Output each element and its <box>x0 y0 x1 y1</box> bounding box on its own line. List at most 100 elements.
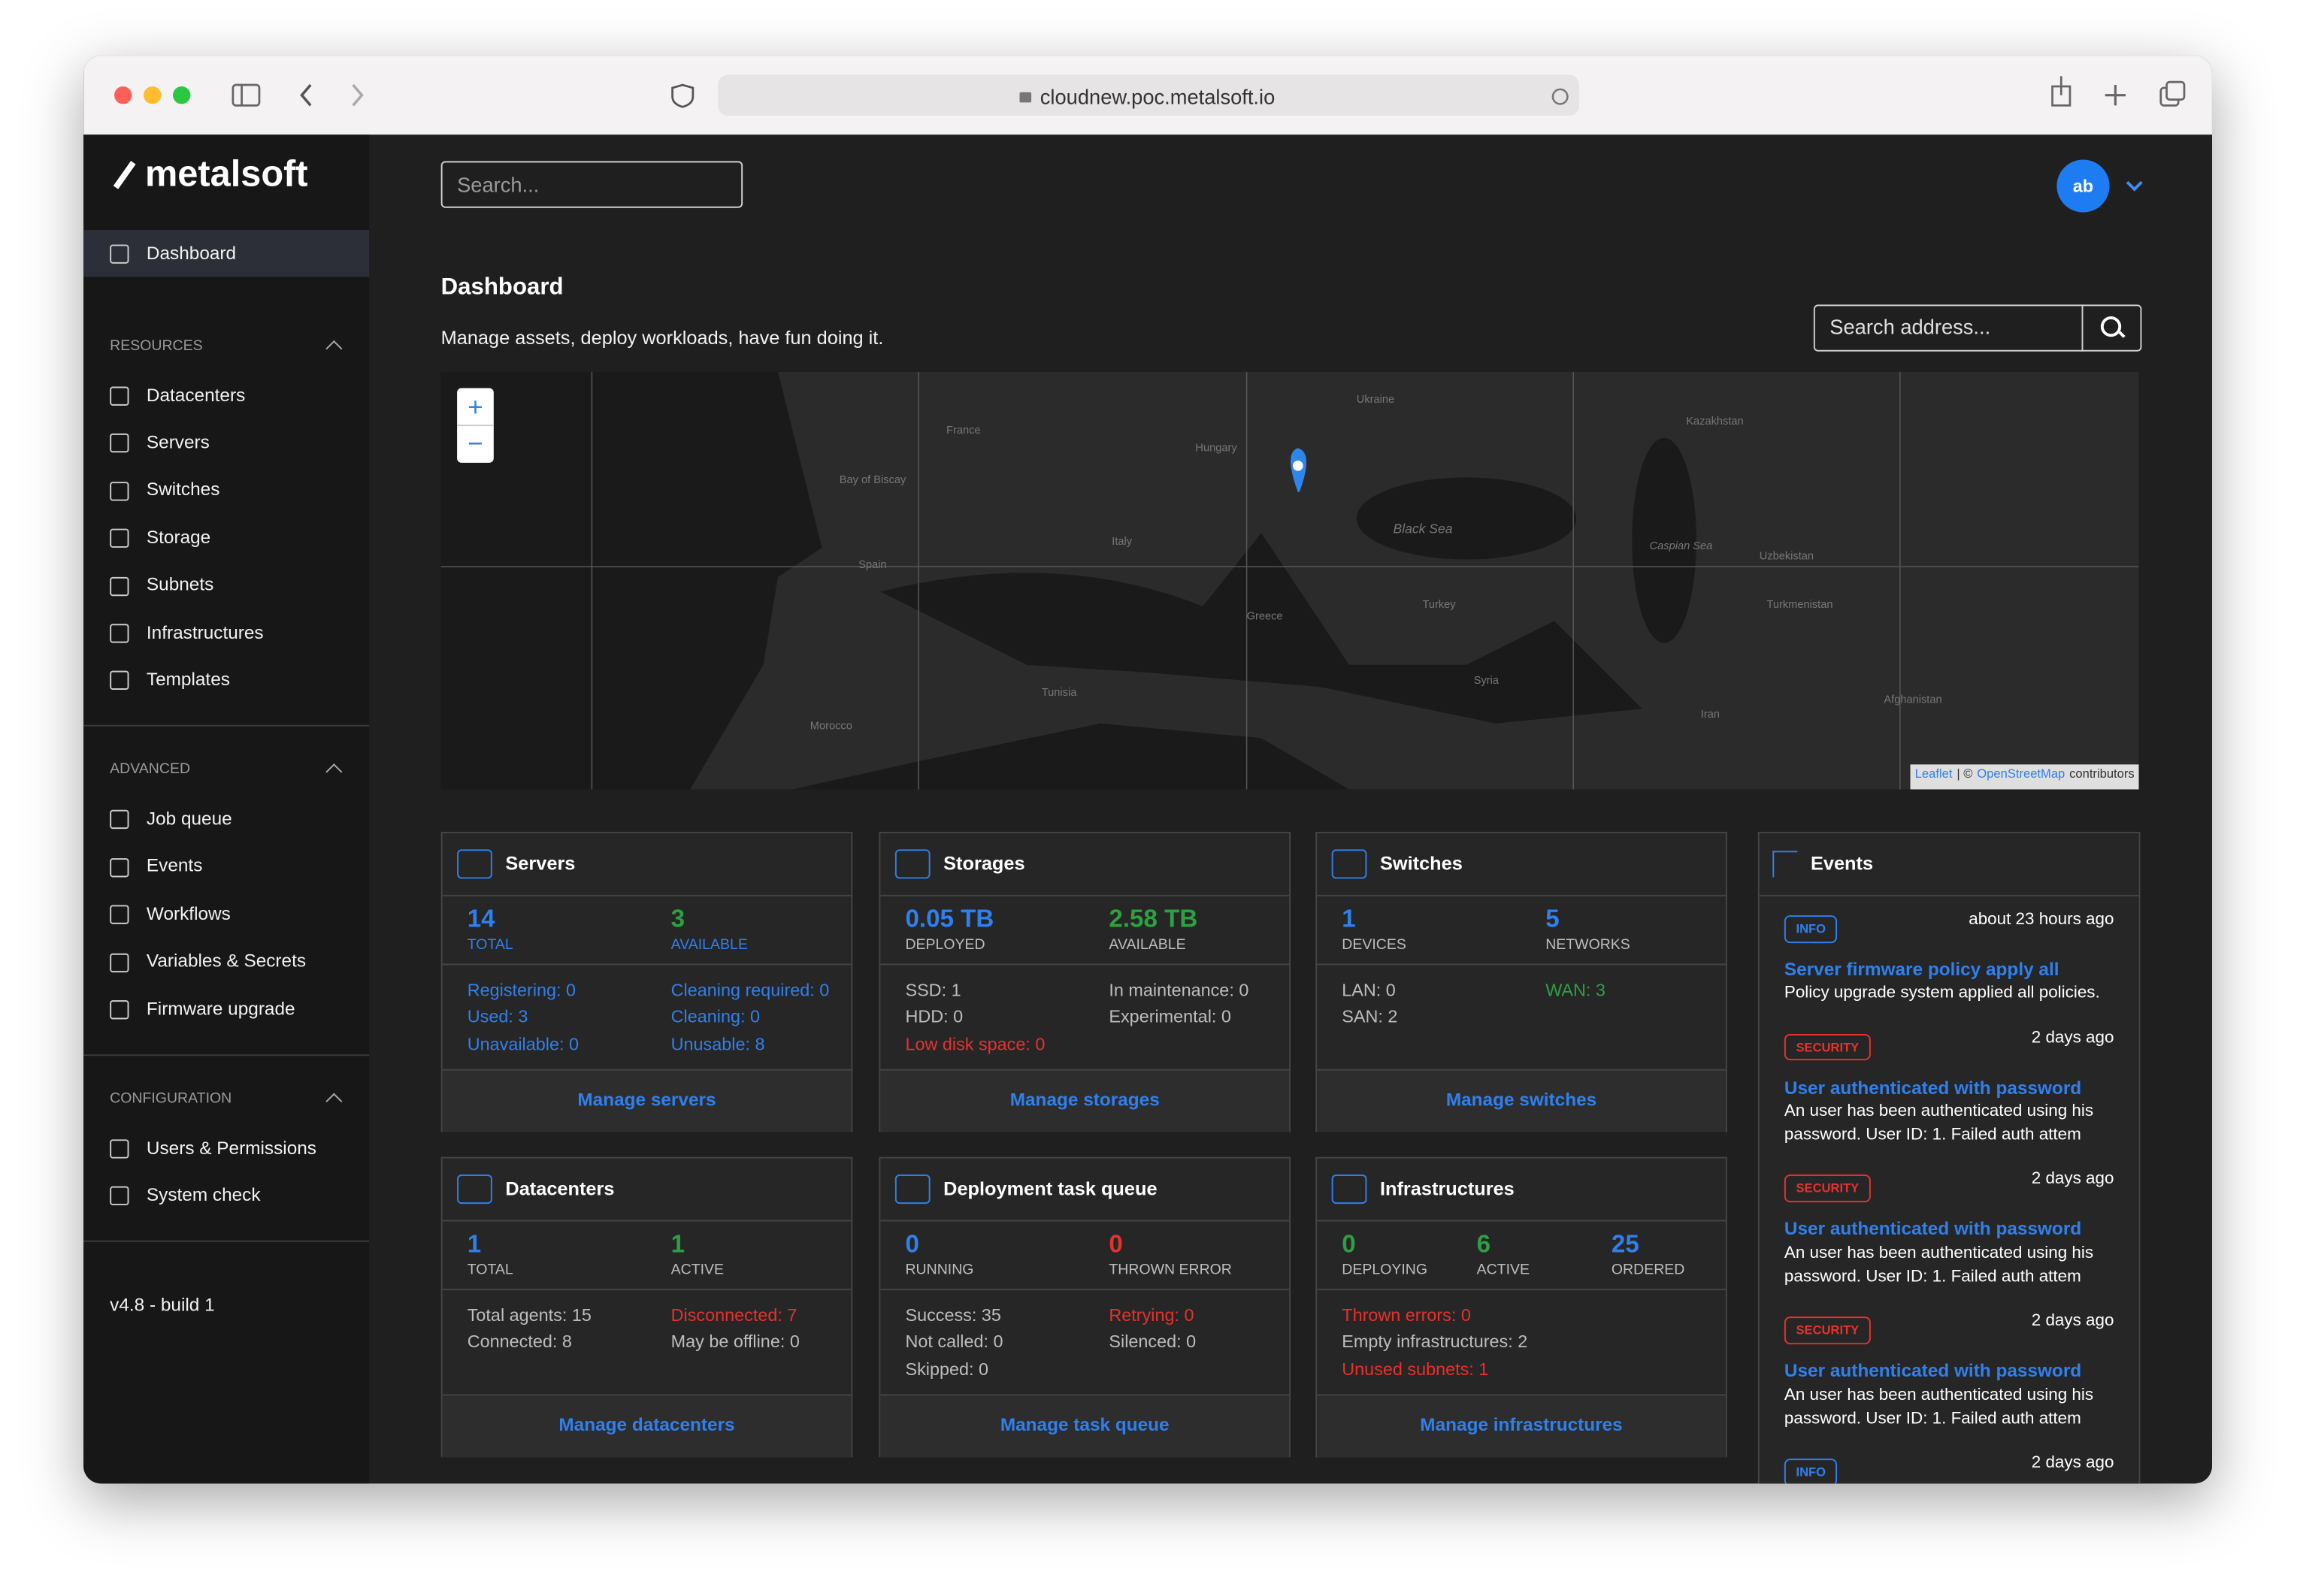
page-subtitle: Manage assets, deploy workloads, have fu… <box>440 325 884 348</box>
detail: In maintenance: 0 <box>1109 979 1249 1001</box>
stat-label: NETWORKS <box>1545 937 1630 954</box>
event-list: INFO about 23 hours ago Server firmware po… <box>1784 911 2114 1484</box>
nav-item[interactable]: Dashboard <box>146 242 237 263</box>
nav-item[interactable]: Variables & Secrets <box>146 951 307 972</box>
nav-item[interactable]: Firmware upgrade <box>146 998 295 1019</box>
nav-item[interactable]: Job queue <box>146 808 232 829</box>
search-box[interactable] <box>440 161 743 208</box>
map-label: Kazakhstan <box>1686 414 1744 428</box>
card-footer <box>880 1394 1290 1458</box>
stat-value: 1 <box>467 1230 482 1259</box>
event: SECURITY 2 days ago User authenticated wit… <box>1784 1313 2114 1431</box>
map: France Spain Italy Hungary Ukraine Black Sea T… <box>440 372 2139 790</box>
card-footer <box>880 1069 1290 1132</box>
detail: Not called: 0 <box>905 1332 1003 1353</box>
event-title[interactable]: User authenticated with password <box>1784 1219 2082 1240</box>
browser-toolbar <box>83 56 2212 135</box>
detail: SSD: 1 <box>905 979 961 1001</box>
nav-item[interactable]: Templates <box>146 669 230 690</box>
nav-item[interactable]: Events <box>146 855 203 877</box>
detail: Low disk space: 0 <box>905 1033 1046 1054</box>
event-time: 2 days ago <box>2031 1171 2114 1189</box>
stat-value: 0 <box>905 1230 919 1259</box>
event-badge: SECURITY <box>1784 1175 1871 1203</box>
url[interactable]: cloudnew.poc.metalsoft.io <box>1040 85 1276 109</box>
card-link[interactable]: Manage servers <box>577 1090 716 1111</box>
nav-item[interactable]: Storage <box>146 527 211 548</box>
detail: Experimental: 0 <box>1109 1006 1231 1027</box>
card-divider <box>442 1220 852 1222</box>
card-title: Events <box>1810 852 1874 875</box>
event-title[interactable]: User authenticated with password <box>1784 1077 2082 1098</box>
nav-item[interactable]: System check <box>146 1184 261 1205</box>
card-link[interactable]: Manage switches <box>1445 1090 1597 1111</box>
browser-window: cloudnew.poc.metalsoft.io metalsoft Dash… <box>83 56 2212 1484</box>
stat-value: 1 <box>670 1230 685 1259</box>
search-icon[interactable] <box>2100 316 2122 337</box>
detail: WAN: 3 <box>1545 979 1605 1001</box>
detail: Cleaning required: 0 <box>670 979 830 1001</box>
nav-item[interactable]: Servers <box>146 431 210 453</box>
event-badge: SECURITY <box>1784 1316 1871 1344</box>
nav-item[interactable]: Workflows <box>146 902 231 924</box>
address-box[interactable] <box>1813 304 2142 352</box>
card-link[interactable]: Manage storages <box>1009 1090 1160 1111</box>
attribution-text[interactable]: Leaflet <box>1914 766 1953 781</box>
detail: Skipped: 0 <box>905 1358 989 1380</box>
card-icon <box>894 849 931 879</box>
nav-icon <box>110 386 129 406</box>
card-footer <box>442 1394 852 1458</box>
card-divider <box>1759 894 2139 896</box>
nav-item[interactable]: Switches <box>146 479 220 500</box>
nav-item[interactable]: Infrastructures <box>146 621 264 642</box>
event-title[interactable]: User authenticated with password <box>1784 1361 2082 1382</box>
nav-icon <box>110 671 129 691</box>
nav-item[interactable]: Datacenters <box>146 384 246 405</box>
section-title: CONFIGURATION <box>110 1091 232 1108</box>
card-divider <box>442 963 852 966</box>
detail: Disconnected: 7 <box>670 1304 797 1325</box>
stat-value: 14 <box>467 905 495 933</box>
nav-item[interactable]: Subnets <box>146 574 214 595</box>
card-link[interactable]: Manage infrastructures <box>1420 1414 1623 1436</box>
map-label: Iran <box>1700 707 1720 721</box>
nav-icon <box>110 1186 129 1206</box>
attribution-text[interactable]: OpenStreetMap <box>1977 766 2065 781</box>
zoom-out[interactable]: − <box>468 429 483 459</box>
nav-item[interactable]: Users & Permissions <box>146 1137 316 1158</box>
nav-icon <box>110 1000 129 1020</box>
card-divider <box>442 894 852 896</box>
detail: Registering: 0 <box>467 979 577 1001</box>
card-link[interactable]: Manage task queue <box>1000 1414 1170 1436</box>
zoom-in[interactable]: + <box>468 392 483 422</box>
map-label: Turkey <box>1422 597 1456 611</box>
avatar[interactable]: ab <box>2056 159 2110 213</box>
nav-icon <box>110 624 129 643</box>
detail: Used: 3 <box>467 1006 528 1027</box>
map-tiles <box>440 372 2139 790</box>
map-label: Ukraine <box>1356 392 1395 406</box>
nav-icon <box>110 244 129 264</box>
nav-icon <box>110 905 129 925</box>
event-title[interactable]: Server firmware policy apply all <box>1784 959 2059 980</box>
map-label: Afghanistan <box>1884 692 1942 706</box>
nav-icon <box>110 481 129 501</box>
logo: metalsoft <box>144 153 308 195</box>
event-time: about 23 hours ago <box>1969 911 2114 929</box>
stat-label: RUNNING <box>905 1262 974 1279</box>
sidebar-divider <box>83 1241 370 1243</box>
detail: Cleaning: 0 <box>670 1006 760 1027</box>
detail: Total agents: 15 <box>467 1304 592 1325</box>
map-label: Turkmenistan <box>1766 597 1833 611</box>
card: Deployment task queue 0 RUNNING 0 THROWN ERR… <box>879 1156 1291 1458</box>
nav-icon <box>110 576 129 596</box>
card-icon <box>1331 1174 1367 1205</box>
event-text: An user has been authenticated using his… <box>1784 1244 2094 1286</box>
card-title: Switches <box>1379 852 1463 875</box>
event-time: 2 days ago <box>2031 1313 2114 1331</box>
card-link[interactable]: Manage datacenters <box>558 1414 735 1436</box>
nav-icon <box>110 810 129 830</box>
card-title: Deployment task queue <box>943 1177 1158 1200</box>
card-title: Infrastructures <box>1379 1177 1515 1200</box>
section-title: ADVANCED <box>110 762 191 778</box>
